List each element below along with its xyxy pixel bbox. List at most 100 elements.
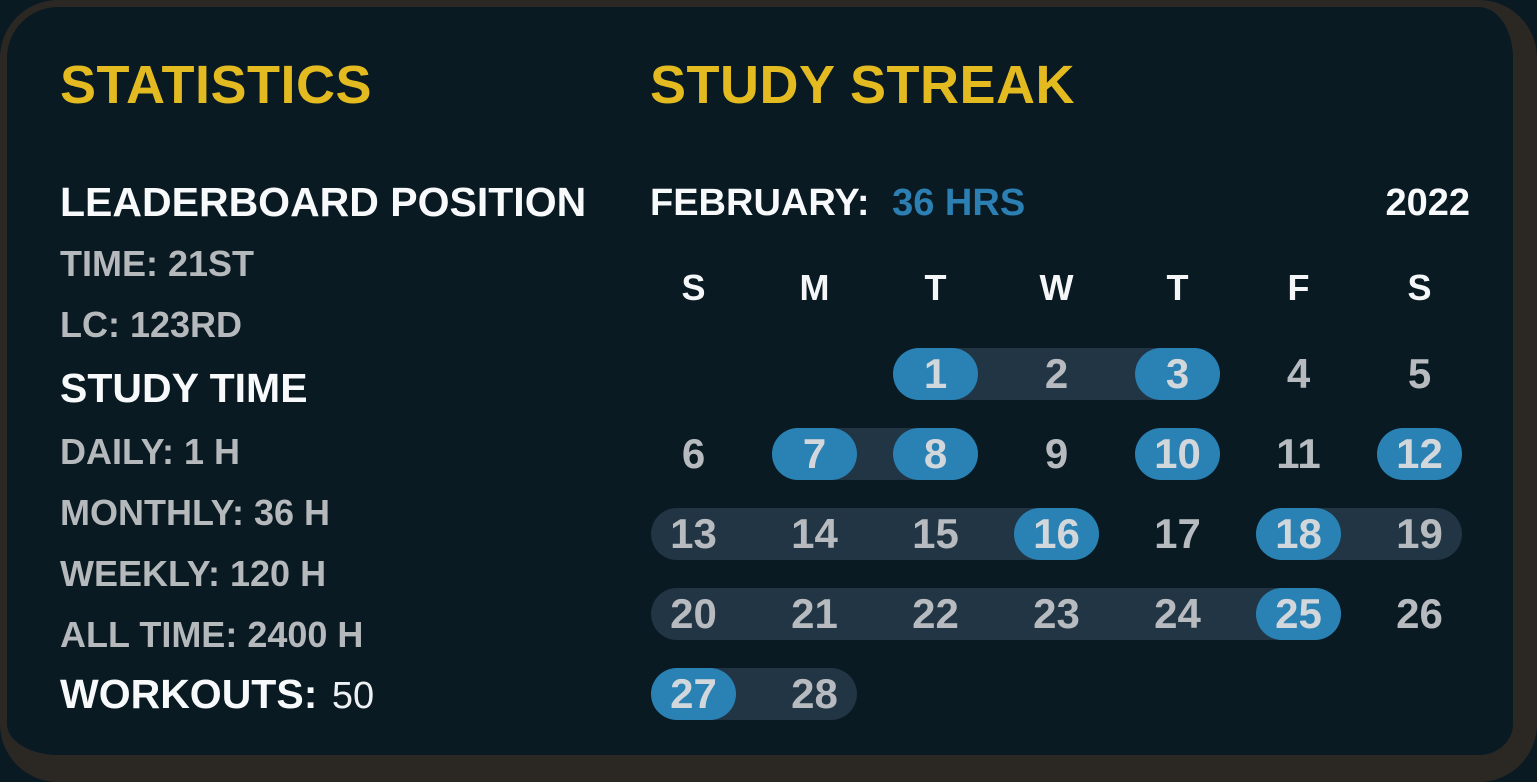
leaderboard-heading: LEADERBOARD POSITION xyxy=(60,179,587,225)
stat-weekly: WEEKLY: 120 H xyxy=(60,553,327,594)
day-number: 8 xyxy=(923,430,948,477)
calendar-week-row: 13 14 15 16 17 18 19 xyxy=(633,494,1480,574)
stat-alltime: ALL TIME: 2400 H xyxy=(60,614,364,655)
day-highlight-pill xyxy=(651,668,736,720)
month-label: FEBRUARY: xyxy=(650,182,870,224)
weekday-header: F xyxy=(1287,267,1310,308)
day-highlight-pill xyxy=(772,428,857,480)
workouts-label: WORKOUTS: xyxy=(60,671,318,717)
day-highlight-pill xyxy=(1256,588,1341,640)
calendar-weeks: 1 2 3 4 5 6 7 8 9 10 11 12 13 14 15 16 17 18 19 20 21 22 23 24 2… xyxy=(633,334,1480,734)
stat-leaderboard-lc: LC: 123RD xyxy=(60,304,243,345)
day-number: 11 xyxy=(1276,430,1321,477)
calendar-day[interactable]: 4 xyxy=(1238,334,1359,414)
day-number: 17 xyxy=(1154,510,1201,557)
day-number: 26 xyxy=(1396,590,1443,637)
calendar-day[interactable]: 18 xyxy=(1238,494,1359,574)
study-streak-title: STUDY STREAK xyxy=(650,55,1076,115)
day-number: 16 xyxy=(1033,510,1080,557)
calendar-day[interactable]: 17 xyxy=(1117,494,1238,574)
day-highlight-pill xyxy=(1014,508,1099,560)
day-number: 20 xyxy=(670,590,717,637)
calendar-day[interactable]: 15 xyxy=(875,494,996,574)
day-number: 18 xyxy=(1275,510,1322,557)
day-number: 3 xyxy=(1165,350,1190,397)
calendar-day[interactable]: 20 xyxy=(633,574,754,654)
day-number: 15 xyxy=(912,510,959,557)
day-number: 12 xyxy=(1396,430,1443,477)
day-highlight-pill xyxy=(1377,428,1462,480)
year-label: 2022 xyxy=(1385,182,1470,224)
calendar-week-row: 20 21 22 23 24 25 26 xyxy=(633,574,1480,654)
day-number: 24 xyxy=(1154,590,1201,637)
weekday-header: S xyxy=(681,267,706,308)
day-number: 27 xyxy=(670,670,717,717)
calendar-day[interactable]: 27 xyxy=(633,654,754,734)
calendar-day[interactable]: 5 xyxy=(1359,334,1480,414)
streak-range-pill xyxy=(651,588,1341,640)
day-highlight-pill xyxy=(1256,508,1341,560)
calendar-day[interactable]: 2 xyxy=(996,334,1117,414)
workouts-row: WORKOUTS: 50 xyxy=(60,671,375,717)
day-number: 23 xyxy=(1033,590,1080,637)
day-number: 10 xyxy=(1154,430,1201,477)
day-number: 13 xyxy=(670,510,717,557)
calendar-day[interactable]: 21 xyxy=(754,574,875,654)
calendar-week-row: 6 7 8 9 10 11 12 xyxy=(633,414,1480,494)
day-number: 9 xyxy=(1044,430,1069,477)
day-highlight-pill xyxy=(1135,348,1220,400)
calendar-day[interactable]: 12 xyxy=(1359,414,1480,494)
statistics-title: STATISTICS xyxy=(60,55,372,115)
weekday-header: T xyxy=(1166,267,1189,308)
stat-daily: DAILY: 1 H xyxy=(60,431,241,472)
calendar-day[interactable]: 23 xyxy=(996,574,1117,654)
calendar-day[interactable]: 3 xyxy=(1117,334,1238,414)
stat-leaderboard-time: TIME: 21ST xyxy=(60,243,255,284)
calendar-day[interactable]: 24 xyxy=(1117,574,1238,654)
weekday-header: S xyxy=(1407,267,1432,308)
calendar-day[interactable]: 26 xyxy=(1359,574,1480,654)
calendar-day[interactable]: 7 xyxy=(754,414,875,494)
day-number: 28 xyxy=(791,670,838,717)
weekday-header: W xyxy=(1039,267,1074,308)
month-hours: 36 HRS xyxy=(892,182,1026,224)
calendar-day[interactable]: 11 xyxy=(1238,414,1359,494)
month-summary: FEBRUARY: 36 HRS xyxy=(650,184,1025,222)
day-number: 19 xyxy=(1396,510,1443,557)
weekday-header: M xyxy=(799,267,830,308)
day-number: 2 xyxy=(1044,350,1069,397)
calendar-day[interactable]: 25 xyxy=(1238,574,1359,654)
day-highlight-pill xyxy=(1135,428,1220,480)
calendar-day[interactable]: 9 xyxy=(996,414,1117,494)
day-number: 14 xyxy=(791,510,838,557)
day-number: 7 xyxy=(802,430,827,477)
calendar-day[interactable]: 6 xyxy=(633,414,754,494)
calendar-day[interactable]: 22 xyxy=(875,574,996,654)
day-number: 21 xyxy=(791,590,838,637)
day-number: 6 xyxy=(681,430,706,477)
calendar-day[interactable]: 10 xyxy=(1117,414,1238,494)
day-number: 5 xyxy=(1407,350,1432,397)
calendar-day[interactable]: 19 xyxy=(1359,494,1480,574)
study-time-heading: STUDY TIME xyxy=(60,365,308,411)
workouts-value: 50 xyxy=(331,675,375,717)
day-highlight-pill xyxy=(893,428,978,480)
calendar-day[interactable]: 1 xyxy=(875,334,996,414)
calendar-day[interactable]: 8 xyxy=(875,414,996,494)
day-number: 4 xyxy=(1286,350,1311,397)
day-number: 25 xyxy=(1275,590,1322,637)
day-number: 22 xyxy=(912,590,959,637)
calendar-week-row: 27 28 xyxy=(633,654,1480,734)
calendar-day[interactable]: 16 xyxy=(996,494,1117,574)
calendar-day[interactable]: 14 xyxy=(754,494,875,574)
day-highlight-pill xyxy=(893,348,978,400)
stat-monthly: MONTHLY: 36 H xyxy=(60,492,331,533)
day-number: 1 xyxy=(923,350,948,397)
calendar-week-row: 1 2 3 4 5 xyxy=(633,334,1480,414)
weekday-header: T xyxy=(924,267,947,308)
calendar-day[interactable]: 28 xyxy=(754,654,875,734)
calendar-day[interactable]: 13 xyxy=(633,494,754,574)
